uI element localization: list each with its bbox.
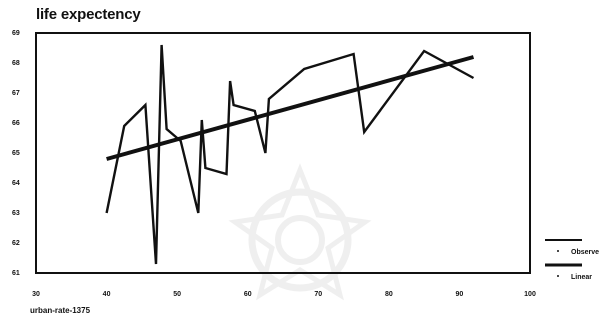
series-line-linear — [106, 55, 475, 161]
y-tick-label: 61 — [12, 270, 20, 277]
y-tick-label: 67 — [12, 90, 20, 97]
legend-label-observe: Observe — [571, 249, 599, 256]
ornamental-star-watermark-icon — [228, 163, 372, 301]
x-tick-label: 100 — [524, 291, 536, 298]
legend-label-linear: Linear — [571, 274, 592, 281]
x-axis: 30 40 50 60 70 80 90 100 — [32, 291, 536, 298]
x-tick-label: 90 — [456, 291, 464, 298]
y-tick-label: 66 — [12, 120, 20, 127]
y-tick-label: 69 — [12, 30, 20, 37]
x-tick-label: 50 — [173, 291, 181, 298]
legend-marker — [557, 275, 559, 277]
x-tick-label: 60 — [244, 291, 252, 298]
plot-frame — [35, 32, 531, 274]
y-axis: 61 62 63 64 65 66 67 68 69 — [12, 30, 20, 277]
legend-marker — [557, 250, 559, 252]
chart-title: life expectency — [36, 6, 141, 23]
y-tick-label: 64 — [12, 180, 20, 187]
series-line-observe — [105, 44, 475, 265]
x-axis-label: urban-rate-1375 — [30, 306, 91, 315]
x-tick-label: 40 — [103, 291, 111, 298]
y-tick-label: 68 — [12, 60, 20, 67]
y-tick-label: 62 — [12, 240, 20, 247]
x-tick-label: 30 — [32, 291, 40, 298]
x-tick-label: 80 — [385, 291, 393, 298]
legend: Observe Linear — [545, 239, 599, 281]
y-tick-label: 63 — [12, 210, 20, 217]
x-tick-label: 70 — [314, 291, 322, 298]
y-tick-label: 65 — [12, 150, 20, 157]
plot-series — [105, 44, 475, 265]
